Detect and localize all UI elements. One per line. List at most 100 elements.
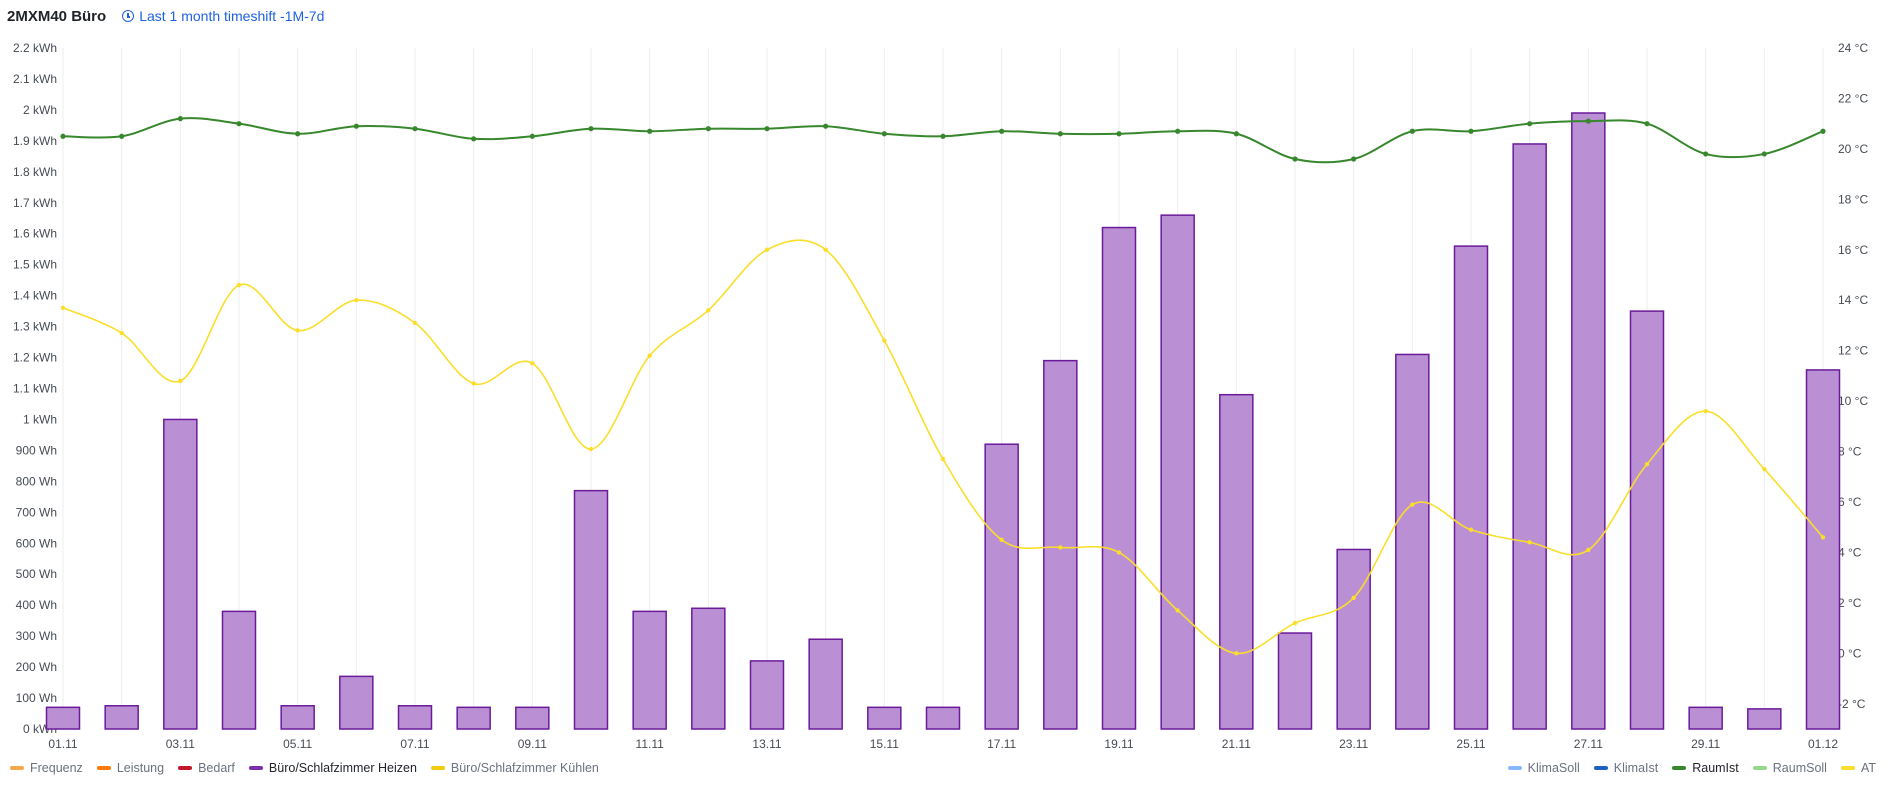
point-raumist xyxy=(940,133,946,139)
y-left-tick-label: 800 Wh xyxy=(16,474,57,488)
y-left-tick-label: 1.1 kWh xyxy=(13,382,57,396)
point-at xyxy=(530,361,535,366)
bar xyxy=(397,705,433,730)
point-at xyxy=(1175,608,1180,613)
y-left-tick-label: 1.6 kWh xyxy=(13,227,57,241)
point-raumist xyxy=(705,126,711,132)
y-left-tick-label: 200 Wh xyxy=(16,660,57,674)
legend-item-frequenz[interactable]: Frequenz xyxy=(10,761,83,775)
legend-item-leistung[interactable]: Leistung xyxy=(96,761,164,775)
point-raumist xyxy=(471,136,477,142)
point-raumist xyxy=(1292,156,1298,162)
legend-swatch xyxy=(1840,766,1855,770)
point-raumist xyxy=(1468,128,1474,134)
bar xyxy=(1277,632,1313,730)
y-right-tick-label: 0 °C xyxy=(1838,646,1862,660)
bar xyxy=(1336,548,1371,730)
x-tick-label: 21.11 xyxy=(1222,737,1251,751)
y-right-tick-label: 14 °C xyxy=(1838,293,1868,307)
y-left-tick-label: 300 Wh xyxy=(16,629,57,643)
y-left-tick-label: 500 Wh xyxy=(16,567,57,581)
point-raumist xyxy=(295,131,301,137)
point-at xyxy=(119,330,124,336)
point-raumist xyxy=(1409,128,1415,134)
y-right-tick-label: 12 °C xyxy=(1838,344,1868,358)
panel-header: 2MXM40 Büro Last 1 month timeshift -1M-7… xyxy=(7,5,324,27)
bar xyxy=(1395,353,1430,730)
y-right-tick-label: 10 °C xyxy=(1838,394,1868,408)
y-left-tick-label: 400 Wh xyxy=(16,598,57,612)
x-tick-label: 15.11 xyxy=(870,737,899,751)
point-at xyxy=(60,305,66,310)
legend-item-raumist[interactable]: RaumIst xyxy=(1672,761,1739,775)
legend-label: Büro/Schlafzimmer Kühlen xyxy=(450,761,599,775)
point-at xyxy=(823,247,828,252)
legend-item-klimasoll[interactable]: KlimaSoll xyxy=(1507,761,1580,775)
point-raumist xyxy=(588,126,594,132)
x-tick-label: 09.11 xyxy=(518,737,547,751)
bar xyxy=(632,610,667,730)
bar xyxy=(163,418,198,730)
bar xyxy=(1747,708,1782,730)
legend-item-heizen[interactable]: Büro/Schlafzimmer Heizen xyxy=(248,761,417,775)
y-right-tick-label: 24 °C xyxy=(1838,41,1868,55)
point-at xyxy=(1410,502,1415,507)
legend-label: Bedarf xyxy=(198,761,235,775)
bar xyxy=(1629,310,1665,730)
timeshift-info[interactable]: Last 1 month timeshift -1M-7d xyxy=(122,8,324,24)
legend-item-kuehlen[interactable]: Büro/Schlafzimmer Kühlen xyxy=(430,761,599,775)
point-raumist xyxy=(999,128,1005,134)
x-tick-label: 05.11 xyxy=(283,737,312,751)
x-tick-label: 17.11 xyxy=(987,737,1016,751)
point-at xyxy=(1351,595,1356,601)
bar xyxy=(221,610,257,730)
legend-swatch xyxy=(1507,766,1522,770)
point-raumist xyxy=(236,121,242,127)
point-raumist xyxy=(881,131,887,137)
point-raumist xyxy=(1175,128,1181,134)
legend-right: KlimaSoll KlimaIst RaumIst RaumSoll AT xyxy=(1494,760,1876,776)
point-raumist xyxy=(177,116,183,122)
point-raumist xyxy=(1585,118,1591,124)
y-left-tick-label: 1.8 kWh xyxy=(13,165,57,179)
legend-item-at[interactable]: AT xyxy=(1840,761,1876,775)
point-at xyxy=(471,381,476,386)
bar xyxy=(573,489,609,730)
point-at xyxy=(295,328,300,333)
legend-swatch xyxy=(248,766,263,770)
point-at xyxy=(1292,620,1298,626)
y-right-tick-label: -2 °C xyxy=(1838,697,1866,711)
legend-swatch xyxy=(96,766,111,770)
legend-left: Frequenz Leistung Bedarf Büro/Schlafzimm… xyxy=(10,760,613,776)
y-right-tick-label: 8 °C xyxy=(1838,445,1862,459)
bar xyxy=(280,705,315,730)
bar xyxy=(749,660,785,730)
point-raumist xyxy=(60,133,66,139)
point-at xyxy=(882,338,887,343)
legend-label: AT xyxy=(1860,761,1876,775)
point-at xyxy=(1058,545,1063,550)
y-left-tick-label: 2.1 kWh xyxy=(13,72,57,86)
legend-item-klimaist[interactable]: KlimaIst xyxy=(1593,761,1658,775)
legend-label: RaumSoll xyxy=(1772,761,1827,775)
legend-swatch xyxy=(430,766,445,770)
legend-item-raumsoll[interactable]: RaumSoll xyxy=(1752,761,1827,775)
legend-item-bedarf[interactable]: Bedarf xyxy=(178,761,235,775)
point-at xyxy=(1586,547,1591,553)
bar xyxy=(1160,214,1195,730)
y-left-tick-label: 1.3 kWh xyxy=(13,320,57,334)
legend-swatch xyxy=(10,766,24,770)
y-right-tick-label: 6 °C xyxy=(1838,495,1862,509)
point-at xyxy=(178,378,183,384)
y-right-tick-label: 22 °C xyxy=(1838,91,1868,105)
y-right-tick-label: 20 °C xyxy=(1838,142,1868,156)
y-right-tick-label: 16 °C xyxy=(1838,243,1868,257)
bar xyxy=(45,706,81,730)
y-left-tick-label: 600 Wh xyxy=(16,536,57,550)
bar xyxy=(1453,245,1489,730)
point-at xyxy=(706,308,711,313)
point-raumist xyxy=(823,123,829,129)
y-right-tick-label: 2 °C xyxy=(1838,596,1862,610)
bar xyxy=(984,443,1019,730)
bar xyxy=(104,705,139,730)
